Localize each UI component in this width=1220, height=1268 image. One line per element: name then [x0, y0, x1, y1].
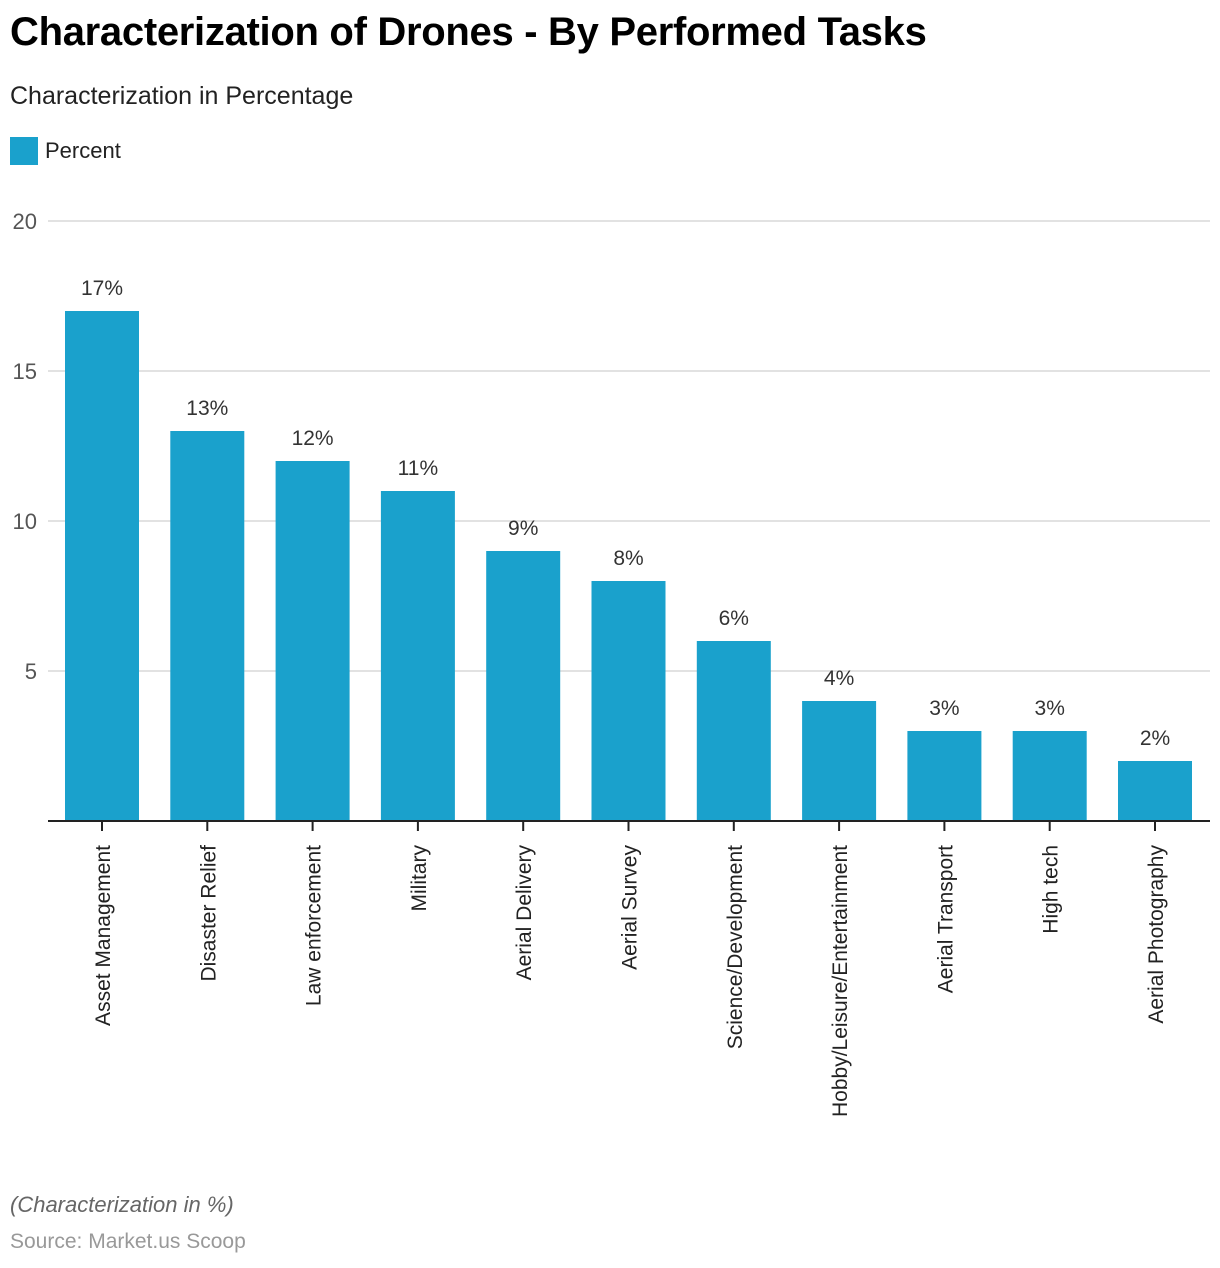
category-label: Science/Development — [724, 845, 747, 1049]
chart-title: Characterization of Drones - By Performe… — [10, 10, 927, 54]
category-label: Aerial Delivery — [513, 845, 536, 981]
data-label: 11% — [398, 457, 438, 480]
category-label: Aerial Photography — [1145, 845, 1168, 1024]
bar — [907, 731, 982, 821]
y-tick-label: 5 — [25, 659, 37, 684]
y-tick-label: 20 — [13, 209, 37, 234]
category-label: Military — [408, 845, 431, 912]
legend-label: Percent — [45, 138, 121, 163]
bar — [1012, 731, 1087, 821]
bar — [696, 641, 771, 821]
category-label: High tech — [1040, 845, 1063, 934]
data-label: 12% — [292, 427, 334, 450]
category-label: Law enforcement — [303, 845, 326, 1006]
y-tick-label: 15 — [13, 359, 37, 384]
data-label: 8% — [613, 547, 643, 570]
data-label: 4% — [824, 667, 854, 690]
data-label: 3% — [929, 697, 959, 720]
bar — [591, 581, 666, 821]
data-label: 3% — [1035, 697, 1065, 720]
labels: 5 10 15 20 17% Asset Management 13% Disaster Re… — [13, 209, 1171, 1117]
category-label: Disaster Relief — [197, 845, 220, 982]
bar — [486, 551, 561, 821]
data-label: 17% — [81, 277, 123, 300]
y-tick-label: 10 — [13, 509, 37, 534]
category-label: Asset Management — [92, 845, 115, 1026]
category-label: Aerial Survey — [619, 845, 642, 970]
bar — [1118, 761, 1192, 821]
data-label: 13% — [186, 397, 228, 420]
x-axis — [48, 820, 1210, 831]
legend: Percent — [10, 137, 121, 165]
legend-swatch — [10, 137, 38, 165]
bars — [65, 311, 1192, 821]
bar — [380, 491, 455, 821]
chart-source: Source: Market.us Scoop — [10, 1230, 246, 1253]
category-label: Aerial Transport — [934, 845, 957, 993]
bar — [275, 461, 350, 821]
category-label: Hobby/Leisure/Entertainment — [829, 845, 852, 1117]
chart-footnote: (Characterization in %) — [10, 1192, 234, 1217]
data-label: 2% — [1140, 727, 1170, 750]
bar — [65, 311, 139, 821]
bar — [170, 431, 245, 821]
data-label: 6% — [719, 607, 749, 630]
chart-subtitle: Characterization in Percentage — [10, 82, 354, 110]
data-label: 9% — [508, 517, 538, 540]
bar — [802, 701, 877, 821]
